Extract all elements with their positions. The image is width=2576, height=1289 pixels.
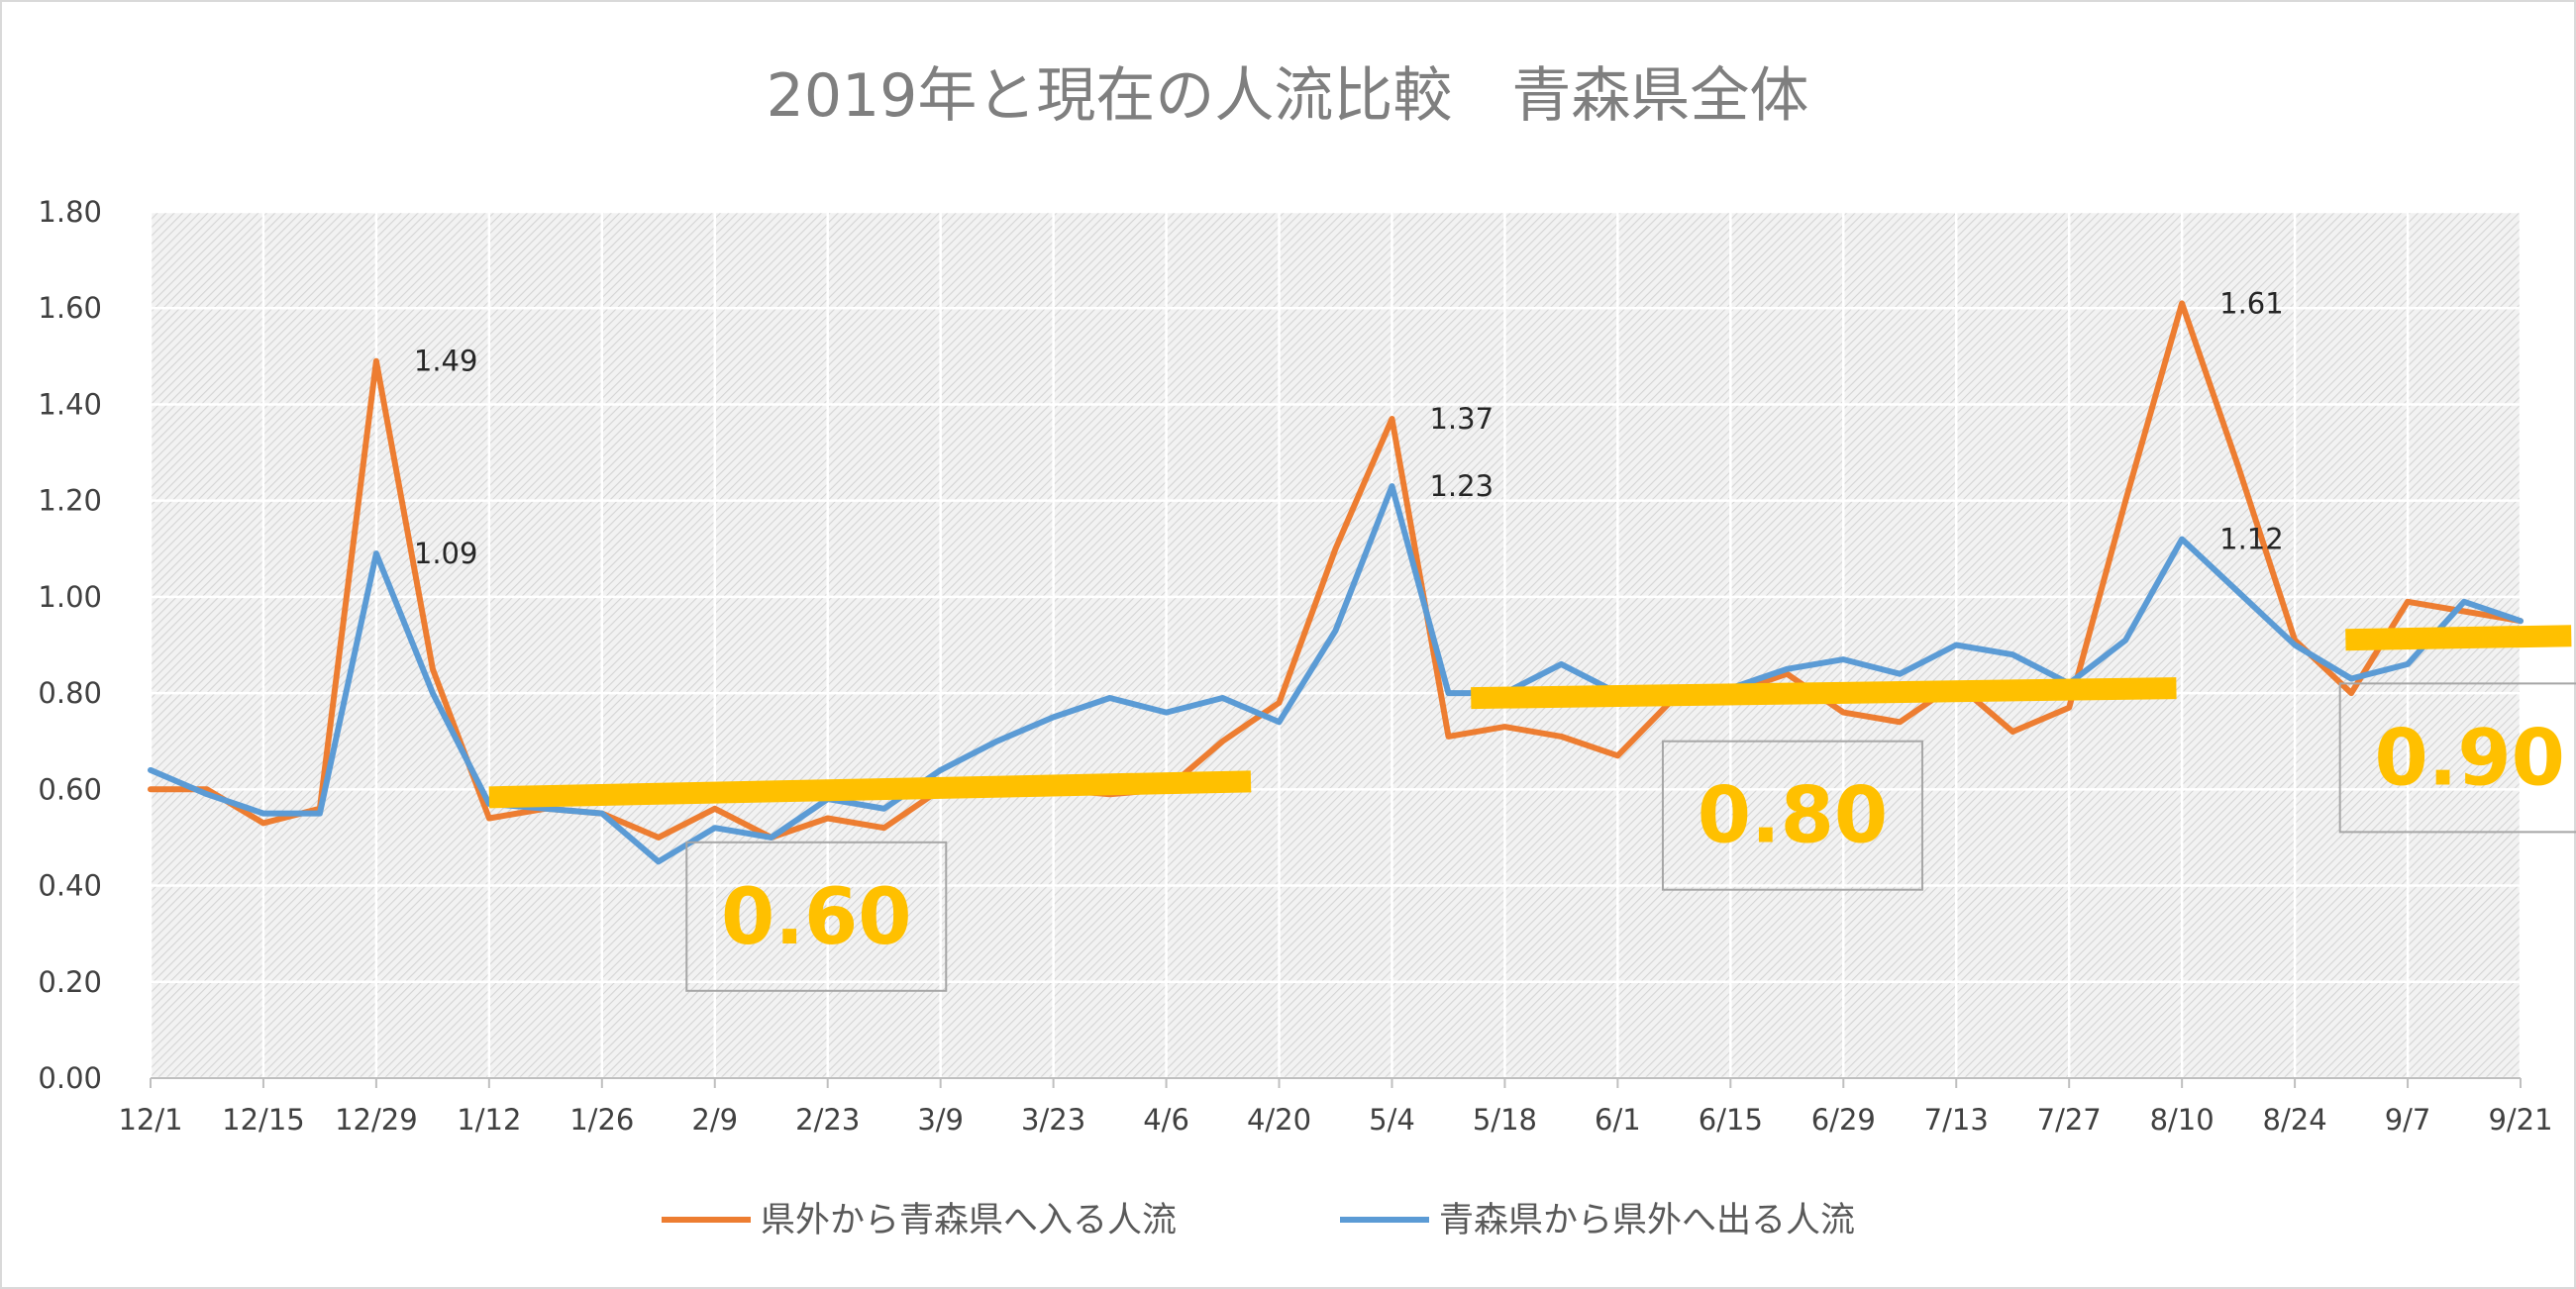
x-tick-label: 3/9 bbox=[917, 1103, 964, 1137]
x-tick-label: 4/20 bbox=[1247, 1103, 1311, 1137]
x-tick-label: 2/9 bbox=[691, 1103, 738, 1137]
x-tick-label: 4/6 bbox=[1143, 1103, 1189, 1137]
average-bar bbox=[488, 770, 1252, 809]
y-tick-label: 0.20 bbox=[38, 965, 102, 999]
x-tick-label: 7/27 bbox=[2037, 1103, 2102, 1137]
average-bar bbox=[1471, 677, 2177, 710]
series-line-2 bbox=[148, 483, 2524, 865]
y-tick-label: 0.00 bbox=[38, 1061, 102, 1095]
x-tick-label: 5/4 bbox=[1369, 1103, 1415, 1137]
data-label: 1.23 bbox=[1429, 469, 1494, 503]
chart-title: 2019年と現在の人流比較 青森県全体 bbox=[767, 61, 1809, 131]
average-bar bbox=[2345, 625, 2572, 651]
x-tick-label: 7/13 bbox=[1924, 1103, 1989, 1137]
y-tick-label: 0.60 bbox=[38, 772, 102, 806]
legend: 県外から青森県へ入る人流 青森県から県外へ出る人流 bbox=[662, 1201, 1855, 1240]
y-tick-label: 0.80 bbox=[38, 676, 102, 710]
legend-label-1: 県外から青森県へ入る人流 bbox=[761, 1201, 1177, 1240]
x-tick-label: 1/26 bbox=[569, 1103, 634, 1137]
y-tick-label: 1.60 bbox=[38, 291, 102, 325]
x-tick-label: 6/15 bbox=[1699, 1103, 1763, 1137]
x-tick-label: 6/1 bbox=[1595, 1103, 1641, 1137]
x-tick-label: 1/12 bbox=[457, 1103, 521, 1137]
average-annotations: 0.60 0.80 0.90 bbox=[488, 625, 2576, 992]
legend-label-2: 青森県から県外へ出る人流 bbox=[1439, 1201, 1855, 1240]
average-value-box bbox=[1661, 740, 1923, 891]
data-label: 1.09 bbox=[414, 537, 478, 570]
data-label: 1.37 bbox=[1429, 402, 1494, 436]
average-value-label: 0.90 bbox=[2374, 714, 2564, 803]
y-tick-label: 1.00 bbox=[38, 580, 102, 614]
x-tick-label: 12/15 bbox=[222, 1103, 305, 1137]
x-tick-label: 9/7 bbox=[2385, 1103, 2431, 1137]
plot-area bbox=[151, 212, 2521, 1078]
data-label: 1.49 bbox=[414, 345, 478, 378]
x-tick-label: 12/1 bbox=[118, 1103, 182, 1137]
x-tick-label: 6/29 bbox=[1811, 1103, 1876, 1137]
average-value-box bbox=[2338, 682, 2576, 834]
x-tick-label: 5/18 bbox=[1473, 1103, 1537, 1137]
x-tick-label: 8/10 bbox=[2150, 1103, 2215, 1137]
data-labels: 1.49 1.09 1.37 1.23 1.61 1.12 bbox=[414, 286, 2284, 570]
x-tick-label: 8/24 bbox=[2263, 1103, 2327, 1137]
data-label: 1.61 bbox=[2219, 286, 2284, 320]
y-tick-label: 0.40 bbox=[38, 869, 102, 903]
x-tick-label: 12/29 bbox=[335, 1103, 418, 1137]
average-value-box bbox=[685, 841, 948, 992]
y-tick-label: 1.20 bbox=[38, 484, 102, 518]
data-label: 1.12 bbox=[2219, 523, 2284, 556]
average-value-label: 0.60 bbox=[721, 873, 911, 962]
average-value-label: 0.80 bbox=[1698, 772, 1888, 861]
series-layer bbox=[148, 300, 2524, 865]
x-tick-label: 3/23 bbox=[1021, 1103, 1085, 1137]
x-tick-label: 2/23 bbox=[795, 1103, 860, 1137]
y-tick-label: 1.40 bbox=[38, 387, 102, 421]
axes: 0.00 0.20 0.40 0.60 0.80 1.00 1.20 1.40 1.60 1.80… bbox=[38, 195, 2552, 1137]
y-tick-label: 1.80 bbox=[38, 195, 102, 229]
x-tick-label: 9/21 bbox=[2488, 1103, 2552, 1137]
